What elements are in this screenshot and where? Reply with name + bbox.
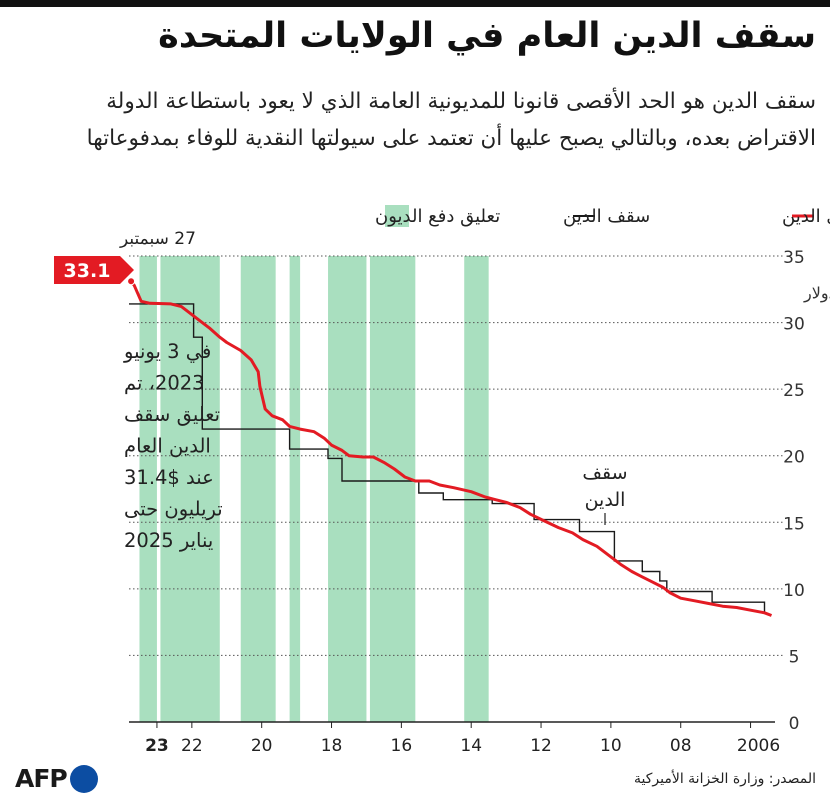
chart-subtitle: سقف الدين هو الحد الأقصى قانونا للمديوني… (86, 89, 816, 151)
latest-point-marker (127, 277, 136, 286)
suspension-note-line: الدين العام (124, 435, 211, 458)
y-tick-label: 15 (783, 514, 805, 534)
chart-legend: مستوى الدين سقف الدين تعليق دفع الديون (375, 205, 830, 227)
legend-label-debt-ceiling: سقف الدين (563, 206, 650, 227)
x-tick-label: 14 (460, 736, 482, 756)
x-tick-label: 16 (391, 736, 413, 756)
y-axis-unit-label: تريليون دولار (803, 284, 830, 304)
x-tick-label: 12 (530, 736, 552, 756)
x-tick-label: 20 (251, 736, 273, 756)
y-tick-label: 5 (789, 647, 800, 667)
y-tick-label: 0 (789, 714, 800, 734)
suspension-band (240, 256, 276, 722)
suspension-note-line: تعليق سقف (124, 403, 220, 426)
debt-level-line (129, 280, 773, 617)
suspension-note: في 3 يونيو 2023، تم تعليق سقف الدين العام عن… (123, 340, 223, 552)
latest-date-label: 27 سبمتبر (119, 229, 196, 249)
y-tick-label: 30 (783, 315, 805, 335)
debt-ceiling-chart: 0 5 10 15 20 25 30 35 تريليون دولار 23 22 20 18 16 14 1… (54, 205, 830, 756)
afp-logo: AFP (15, 764, 98, 793)
ceiling-callout-label: الدين (585, 489, 626, 511)
legend-swatch-suspension (385, 205, 409, 227)
y-tick-label: 25 (783, 381, 805, 401)
suspension-band (289, 256, 301, 722)
x-tick-label: 10 (600, 736, 622, 756)
latest-value-badge (54, 256, 120, 284)
y-tick-label: 20 (783, 448, 805, 468)
x-tick-label: 2006 (737, 736, 780, 756)
suspension-band (160, 256, 220, 722)
afp-logo-text: AFP (15, 764, 68, 793)
latest-value-label: 33.1 (64, 260, 111, 282)
suspension-band (464, 256, 489, 722)
suspension-note-line: 2023، تم (124, 372, 205, 395)
x-tick-label: 18 (321, 736, 343, 756)
suspension-note-line: تريليون حتى (124, 498, 223, 521)
x-tick-label: 08 (670, 736, 692, 756)
suspension-band (369, 256, 416, 722)
chart-title: سقف الدين العام في الولايات المتحدة (158, 16, 816, 56)
suspension-note-line: يناير 2025 (124, 529, 213, 552)
suspension-note-line: عند $31.4 (124, 466, 214, 489)
ceiling-callout-label: سقف (582, 462, 627, 484)
legend-label-suspension: تعليق دفع الديون (375, 206, 500, 227)
afp-logo-dot (69, 764, 98, 793)
legend-label-debt-level: مستوى الدين (782, 206, 830, 227)
x-tick-label: 22 (181, 736, 203, 756)
latest-value-badge-pointer (120, 256, 134, 284)
y-tick-label: 10 (783, 581, 805, 601)
top-bar (0, 0, 830, 7)
y-tick-label: 35 (783, 248, 805, 268)
suspension-band (328, 256, 367, 722)
suspension-note-line: في 3 يونيو (123, 340, 211, 363)
x-tick-label: 23 (145, 736, 169, 756)
debt-ceiling-line (129, 303, 766, 613)
source-note: المصدر: وزارة الخزانة الأميركية (634, 771, 816, 787)
suspension-band (139, 256, 157, 722)
